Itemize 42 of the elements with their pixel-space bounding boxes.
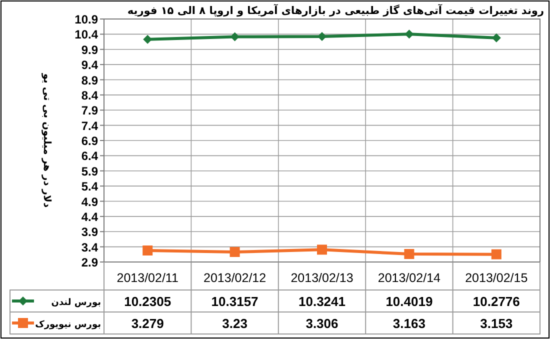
data-label: 3.279 [131,316,164,331]
y-tick-label: 10.4 [74,28,98,42]
y-tick-label: 7.4 [81,118,98,133]
point [491,249,502,260]
y-tick-label: 3.9 [81,225,98,240]
x-tick-label: 2013/02/11 [116,271,178,285]
data-label: 3.153 [480,316,513,331]
y-tick-label: 2.9 [81,256,98,270]
y-axis-title: دلار در هر میلیون بی تی یو [41,72,52,208]
data-label: 10.2776 [472,294,520,309]
data-label: 10.3157 [211,294,258,309]
data-label: 10.4019 [386,294,433,309]
y-tick-label: 3.4 [81,240,98,254]
y-tick-label: 7.9 [81,104,98,118]
data-label: 10.2305 [124,294,172,309]
point [230,246,240,257]
point [404,249,414,260]
y-tick-label: 6.9 [81,134,98,148]
y-tick-label: 6.4 [81,149,98,164]
y-tick-label: 9.4 [81,58,98,72]
legend-label: بورس لندن [51,298,101,308]
x-tick-label: 2013/02/14 [378,271,441,285]
y-tick-label: 8.4 [81,88,98,102]
y-tick-label: 5.4 [81,180,98,194]
y-tick-label: 10.9 [74,12,98,26]
y-tick-label: 8.9 [81,73,98,88]
y-tick-label: 4.9 [81,194,98,209]
point [317,244,327,255]
x-tick-label: 2013/02/12 [204,271,266,285]
point [142,245,153,256]
data-label: 10.3241 [298,294,346,309]
data-label: 3.163 [392,316,426,331]
y-tick-label: 5.9 [81,164,98,178]
point [318,32,326,41]
y-tick-label: 9.9 [81,42,98,57]
x-tick-label: 2013/02/13 [290,271,354,285]
y-tick-label: 4.4 [81,210,98,224]
legend-label: بورس نیویورک [35,320,101,330]
data-label: 3.306 [306,316,338,331]
chart-title: روند تغییرات قیمت آتی‌های گاز طبیعی در بازارهای آمریکا و اروپا ۸ الی ۱۵ فوریه [127,3,544,17]
x-tick-label: 2013/02/15 [465,271,528,285]
data-label: 3.23 [222,316,248,331]
